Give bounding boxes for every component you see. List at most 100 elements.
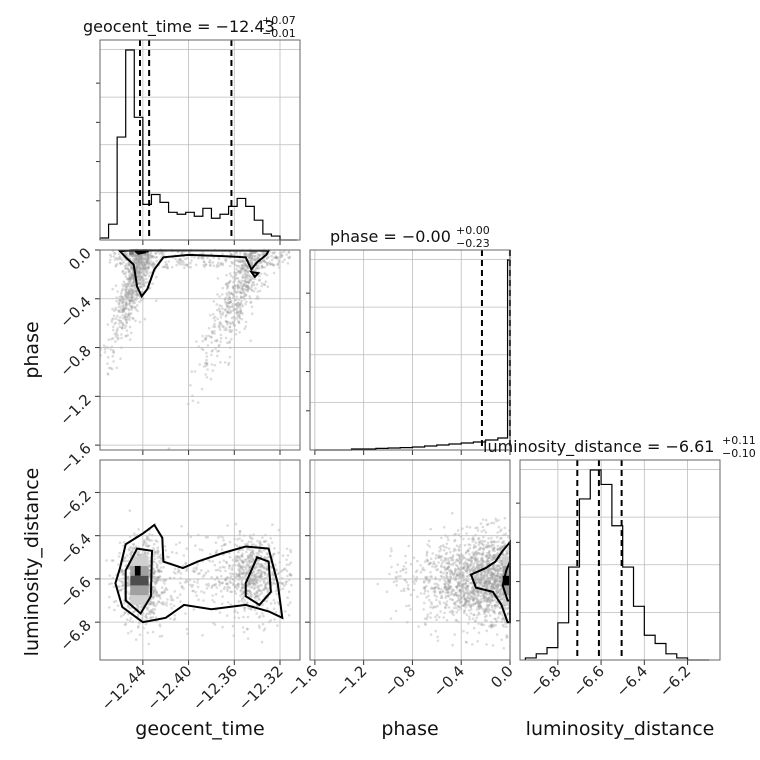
scatter-point xyxy=(229,252,233,256)
scatter-point xyxy=(239,301,242,305)
scatter-point xyxy=(240,268,243,272)
scatter-point xyxy=(218,326,221,329)
scatter-point xyxy=(276,256,280,259)
scatter-point xyxy=(468,571,472,574)
scatter-point xyxy=(469,563,473,566)
scatter-point xyxy=(451,589,454,592)
scatter-point xyxy=(246,266,250,270)
scatter-point xyxy=(134,638,138,641)
scatter-point xyxy=(270,258,274,262)
scatter-point xyxy=(255,582,258,585)
scatter-point xyxy=(457,590,461,593)
scatter-point xyxy=(151,590,155,594)
scatter-point xyxy=(463,609,467,612)
scatter-point xyxy=(143,254,147,257)
scatter-point xyxy=(162,566,165,569)
scatter-point xyxy=(439,574,443,578)
scatter-point xyxy=(236,556,240,559)
scatter-point xyxy=(496,574,499,577)
scatter-point xyxy=(170,265,174,269)
scatter-point xyxy=(392,580,396,584)
scatter-point xyxy=(475,597,478,601)
scatter-point xyxy=(129,288,133,291)
scatter-point xyxy=(117,318,120,322)
scatter-point xyxy=(487,537,491,540)
scatter-point xyxy=(214,582,217,586)
scatter-point xyxy=(479,539,483,543)
scatter-point xyxy=(430,586,434,590)
scatter-point xyxy=(164,549,167,552)
scatter-point xyxy=(485,608,488,611)
scatter-point xyxy=(191,399,195,403)
scatter-point xyxy=(134,258,137,261)
scatter-point xyxy=(252,553,255,556)
scatter-point xyxy=(243,576,246,579)
scatter-point xyxy=(402,568,405,572)
scatter-point xyxy=(224,569,227,573)
scatter-point xyxy=(465,558,468,561)
scatter-point xyxy=(128,301,132,305)
scatter-point xyxy=(467,591,471,595)
scatter-point xyxy=(112,328,115,332)
scatter-point xyxy=(226,284,230,288)
scatter-point xyxy=(453,539,456,543)
scatter-point xyxy=(388,572,391,576)
scatter-point xyxy=(110,318,114,321)
scatter-point xyxy=(110,320,114,323)
scatter-point xyxy=(493,617,497,621)
scatter-point xyxy=(492,556,496,560)
scatter-point xyxy=(484,615,487,619)
scatter-point xyxy=(504,607,507,610)
scatter-point xyxy=(244,288,248,292)
scatter-point xyxy=(272,263,276,267)
scatter-point xyxy=(183,581,187,584)
scatter-point xyxy=(262,579,266,583)
scatter-point xyxy=(247,280,250,284)
scatter-point xyxy=(130,293,134,296)
scatter-point xyxy=(130,308,133,312)
scatter-point xyxy=(471,590,475,594)
scatter-point xyxy=(236,538,239,541)
scatter-point xyxy=(127,575,130,579)
scatter-point xyxy=(156,552,160,555)
scatter-point xyxy=(143,540,147,543)
scatter-point xyxy=(192,567,196,570)
scatter-point xyxy=(247,286,251,290)
scatter-point xyxy=(241,260,245,263)
scatter-point xyxy=(266,285,270,289)
scatter-point xyxy=(446,566,449,570)
scatter-point xyxy=(409,562,413,566)
scatter-point xyxy=(151,607,155,611)
scatter-point xyxy=(123,294,127,297)
scatter-point xyxy=(209,264,212,267)
scatter-point xyxy=(246,285,250,289)
scatter-point xyxy=(447,594,450,597)
scatter-point xyxy=(183,266,186,270)
scatter-point xyxy=(243,253,247,256)
scatter-point xyxy=(152,612,155,615)
scatter-point xyxy=(499,581,502,584)
scatter-point xyxy=(474,541,478,544)
scatter-point xyxy=(500,560,503,564)
scatter-point xyxy=(260,572,263,576)
scatter-point xyxy=(468,597,472,600)
scatter-point xyxy=(132,257,135,260)
scatter-point xyxy=(275,592,279,596)
scatter-point xyxy=(490,595,494,598)
scatter-point xyxy=(253,251,256,254)
scatter-point xyxy=(115,262,119,266)
scatter-point xyxy=(228,264,232,268)
scatter-point xyxy=(260,573,263,576)
scatter-point xyxy=(402,587,406,591)
scatter-point xyxy=(169,594,173,598)
scatter-point xyxy=(182,587,185,590)
scatter-point xyxy=(143,267,147,270)
scatter-point xyxy=(276,624,279,627)
scatter-point xyxy=(135,258,139,261)
scatter-point xyxy=(250,285,254,288)
scatter-point xyxy=(242,583,246,586)
scatter-point xyxy=(486,554,489,557)
scatter-point xyxy=(147,274,151,278)
scatter-point xyxy=(139,299,143,302)
scatter-point xyxy=(210,575,213,579)
